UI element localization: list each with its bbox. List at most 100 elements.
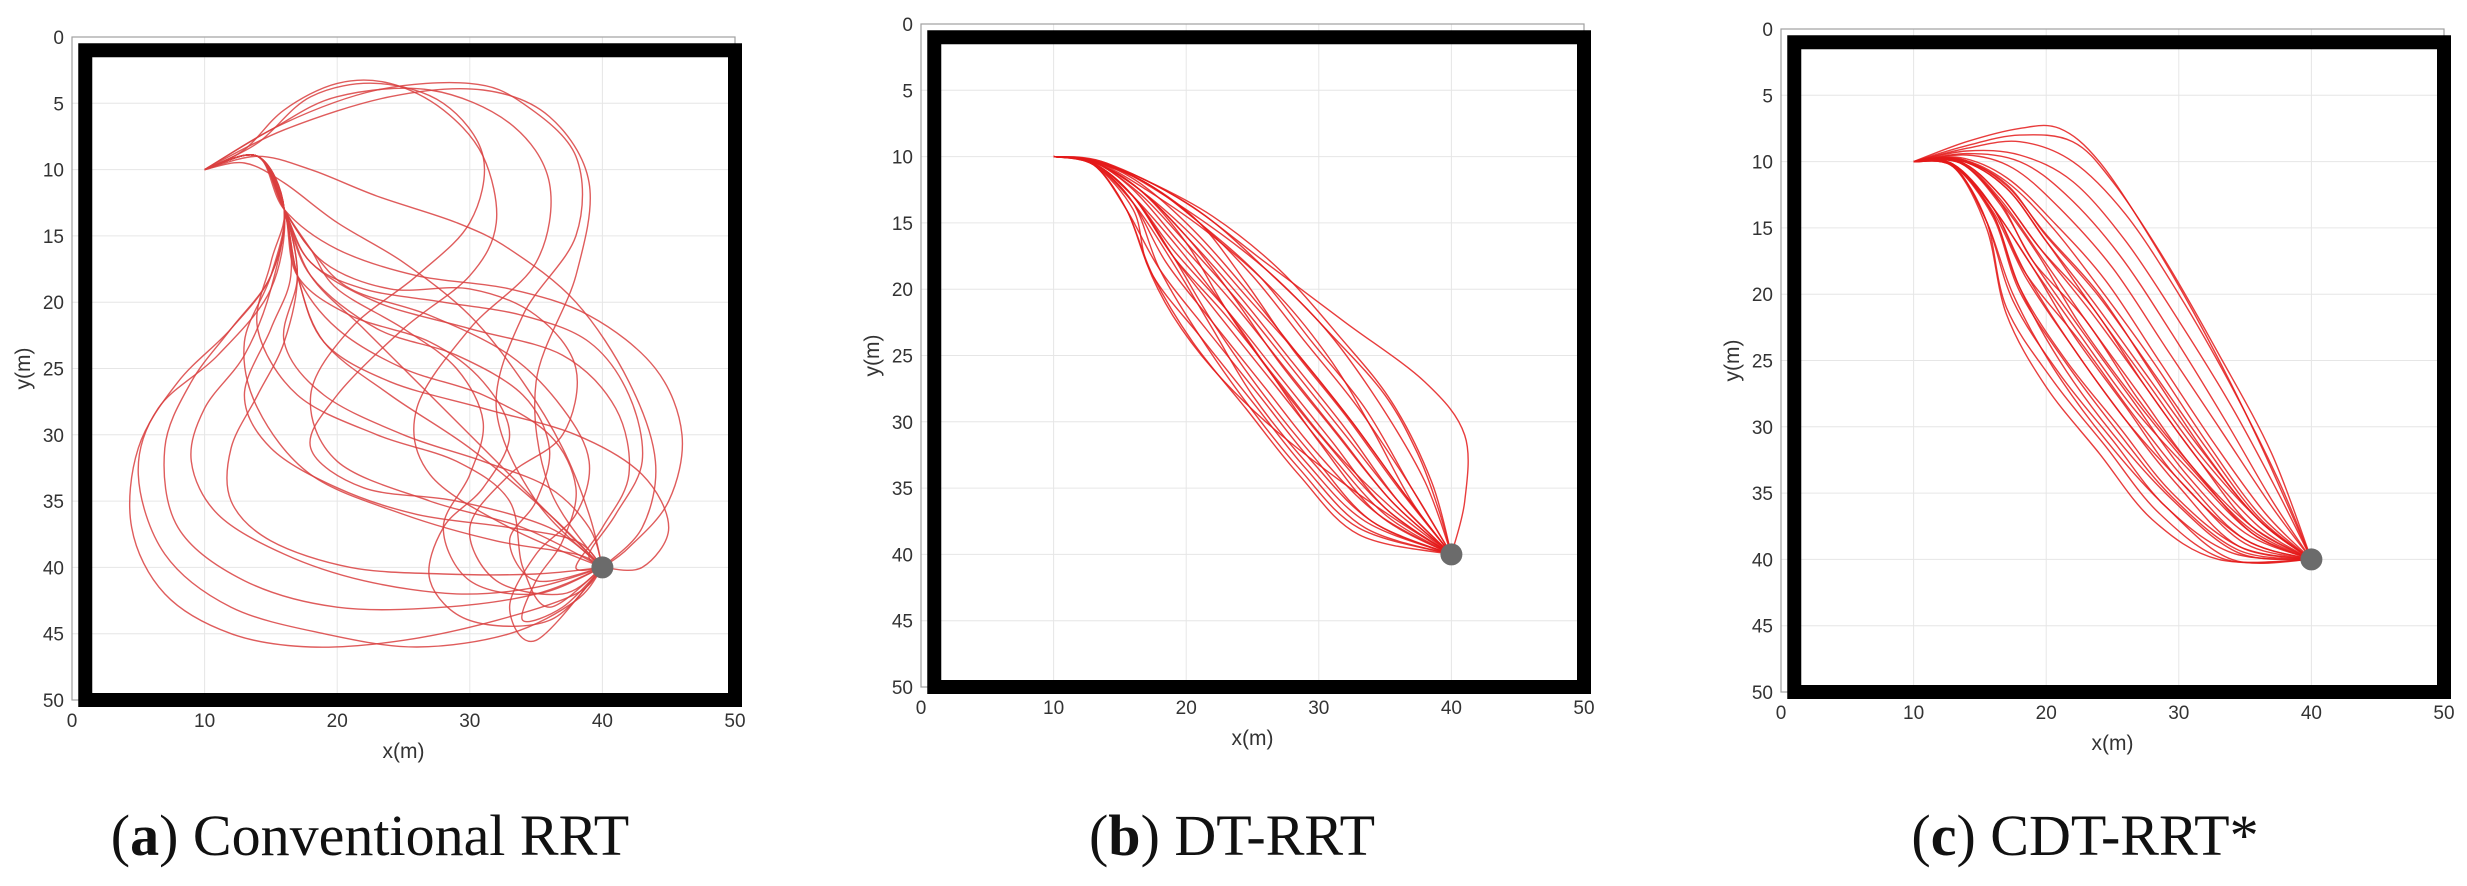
- x-tick-label: 30: [1308, 698, 1329, 719]
- y-tick-label: 50: [43, 691, 64, 712]
- trajectory-group: [1913, 124, 2313, 564]
- y-tick-label: 5: [902, 81, 913, 102]
- trajectory-10: [1053, 155, 1452, 556]
- trajectory-6: [1913, 154, 2312, 560]
- x-axis-label: x(m): [383, 740, 425, 763]
- x-tick-label: 0: [67, 711, 78, 732]
- trajectory-28: [204, 154, 631, 572]
- panel-caption: (b) DT-RRT: [1089, 803, 1375, 868]
- y-tick-label: 10: [892, 148, 913, 169]
- y-tick-label: 10: [43, 161, 64, 182]
- y-tick-label: 35: [892, 479, 913, 500]
- trajectory-15: [1053, 155, 1452, 555]
- chart-panel-b: 0 10 20 30 40 5005101520253035404550x(m)y(m)(…: [861, 15, 1595, 868]
- trajectory-26: [1913, 160, 2312, 564]
- y-tick-label: 20: [892, 280, 913, 301]
- y-tick-label: 15: [892, 214, 913, 235]
- caption-text: Conventional RRT: [193, 803, 629, 868]
- x-tick-label: 50: [2433, 703, 2454, 724]
- panel-caption: (a) Conventional RRT: [111, 803, 630, 868]
- chart-panel-a: 0 10 20 30 40 5005101520253035404550x(m)y(m)(…: [12, 28, 746, 868]
- caption-paren-open: (: [111, 803, 130, 868]
- y-tick-label: 35: [43, 492, 64, 513]
- trajectory-22: [1053, 155, 1453, 555]
- y-tick-label: 20: [43, 293, 64, 314]
- x-axis-label: x(m): [2092, 732, 2134, 755]
- panel-caption: (c) CDT-RRT*: [1911, 803, 2258, 868]
- trajectory-21: [1053, 155, 1452, 556]
- trajectory-10: [137, 154, 603, 648]
- y-tick-label: 0: [1762, 20, 1773, 41]
- x-tick-label: 50: [724, 711, 745, 732]
- trajectory-6: [204, 155, 657, 568]
- y-axis-label: y(m): [1721, 340, 1744, 382]
- caption-letter: a: [130, 803, 159, 868]
- trajectory-14: [1913, 159, 2312, 564]
- y-tick-label: 20: [1752, 285, 1773, 306]
- y-tick-label: 40: [892, 545, 913, 566]
- chart-panel-c: 0 10 20 30 40 5005101520253035404550x(m)y(m)(…: [1721, 20, 2455, 868]
- boundary-wall: [78, 43, 742, 707]
- y-tick-label: 0: [53, 28, 64, 49]
- x-tick-label: 0: [916, 698, 927, 719]
- goal-marker: [591, 556, 614, 579]
- y-tick-label: 25: [43, 360, 64, 381]
- trajectory-1: [204, 79, 603, 568]
- trajectory-19: [1053, 155, 1452, 555]
- trajectory-26: [1053, 155, 1452, 555]
- trajectory-3: [1913, 140, 2313, 560]
- boundary-wall: [927, 30, 1591, 694]
- caption-text: CDT-RRT*: [1990, 803, 2258, 868]
- trajectory-24: [1053, 155, 1469, 555]
- trajectory-27: [1053, 155, 1452, 555]
- trajectory-26: [204, 154, 604, 568]
- trajectory-5: [204, 88, 603, 568]
- y-tick-label: 35: [1752, 484, 1773, 505]
- trajectory-5: [1913, 152, 2312, 560]
- x-tick-label: 30: [2168, 703, 2189, 724]
- y-tick-label: 40: [1752, 550, 1773, 571]
- y-tick-label: 40: [43, 558, 64, 579]
- trajectory-7: [1913, 156, 2312, 560]
- y-tick-label: 30: [892, 413, 913, 434]
- trajectory-25: [190, 154, 603, 595]
- trajectory-2: [204, 82, 603, 569]
- trajectory-2: [1913, 134, 2313, 560]
- y-tick-label: 5: [1762, 86, 1773, 107]
- y-tick-label: 15: [43, 227, 64, 248]
- x-axis-label: x(m): [1232, 727, 1274, 750]
- x-tick-label: 10: [1043, 698, 1064, 719]
- caption-paren-open: (: [1911, 803, 1930, 868]
- trajectory-30: [1913, 158, 2312, 560]
- x-tick-label: 20: [2036, 703, 2057, 724]
- y-tick-label: 45: [1752, 617, 1773, 638]
- trajectory-25: [1913, 157, 2312, 560]
- trajectory-29: [1913, 159, 2312, 561]
- y-tick-label: 45: [43, 625, 64, 646]
- trajectory-20: [1053, 155, 1452, 555]
- goal-marker: [1440, 543, 1463, 566]
- y-tick-label: 15: [1752, 219, 1773, 240]
- x-tick-label: 40: [1441, 698, 1462, 719]
- trajectory-4: [204, 81, 603, 568]
- trajectory-group: [1053, 155, 1469, 556]
- caption-paren-close: ): [1956, 803, 1990, 868]
- x-tick-label: 10: [1903, 703, 1924, 724]
- x-tick-label: 30: [459, 711, 480, 732]
- y-axis-label: y(m): [12, 348, 35, 390]
- y-tick-label: 5: [53, 94, 64, 115]
- caption-text: DT-RRT: [1174, 803, 1375, 868]
- y-tick-label: 25: [1752, 352, 1773, 373]
- y-tick-label: 0: [902, 15, 913, 36]
- trajectory-28: [1913, 158, 2312, 561]
- y-tick-label: 10: [1752, 153, 1773, 174]
- trajectory-23: [1913, 158, 2312, 560]
- trajectory-18: [1053, 155, 1452, 555]
- caption-paren-close: ): [1141, 803, 1175, 868]
- x-tick-label: 20: [327, 711, 348, 732]
- trajectory-23: [1053, 155, 1452, 556]
- trajectory-3: [204, 87, 603, 569]
- trajectory-27: [1913, 160, 2312, 561]
- caption-letter: c: [1931, 803, 1957, 868]
